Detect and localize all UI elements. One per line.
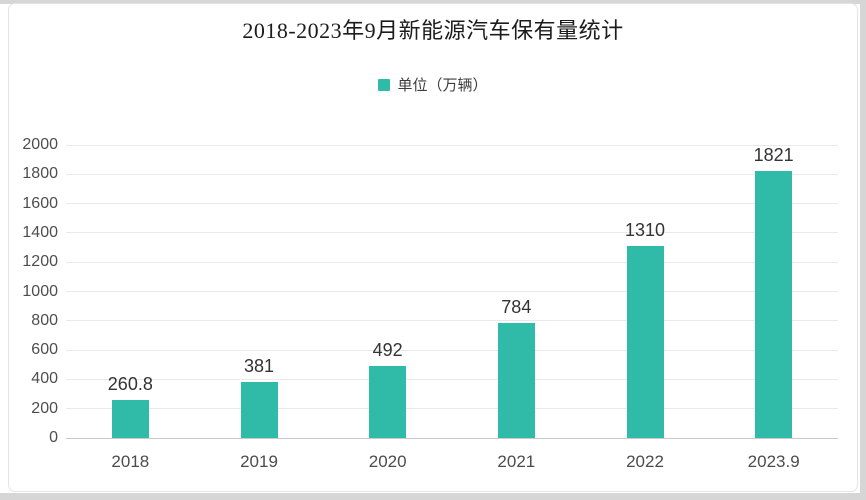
bar-value-label: 381 [243,356,275,377]
x-tick-label: 2020 [368,452,407,471]
chart-title: 2018-2023年9月新能源汽车保有量统计 [242,18,624,43]
x-axis-baseline [66,437,838,439]
y-tick-label: 1600 [22,194,58,212]
gridline [66,408,838,410]
y-tick-label: 800 [31,311,58,329]
bar-value-label: 260.8 [107,373,153,394]
bar[interactable] [755,171,793,438]
y-tick-label: 1000 [22,282,58,300]
y-tick-label: 1200 [22,253,58,271]
y-tick-label: 2000 [22,136,58,153]
gridline [66,261,838,263]
gridline [66,378,838,380]
x-tick-label: 2019 [240,452,278,471]
gridline [66,349,838,351]
x-tick-label: 2023.9 [747,452,800,471]
bar[interactable] [626,246,664,438]
bar-value-label: 784 [501,297,532,318]
window-edge-bottom [0,493,866,500]
bar-value-label: 1821 [753,145,794,166]
gridline [66,173,838,175]
bar[interactable] [240,382,278,438]
gridline [66,291,838,292]
bar[interactable] [369,365,407,438]
legend-label: 单位（万辆） [397,78,488,94]
gridline [66,232,838,234]
bar-value-label: 1310 [624,220,666,241]
bar[interactable] [111,399,149,438]
window-edge-top [0,0,866,4]
x-tick-label: 2021 [497,452,536,471]
gridline [66,203,838,205]
y-tick-label: 400 [31,370,58,388]
legend-item[interactable]: 单位（万辆） [0,74,866,95]
x-tick-label: 2022 [626,452,664,471]
bar[interactable] [497,323,535,438]
window-edge-right [860,0,866,500]
legend-swatch-icon [378,78,391,91]
y-tick-label: 1800 [22,165,58,183]
gridline [66,144,838,146]
gridline [66,320,838,322]
y-tick-label: 1400 [22,223,58,241]
x-tick-label: 2018 [111,452,150,471]
bar-value-label: 492 [372,339,403,360]
y-tick-label: 600 [31,341,58,359]
y-tick-label: 0 [49,429,58,446]
y-tick-label: 200 [31,399,58,417]
